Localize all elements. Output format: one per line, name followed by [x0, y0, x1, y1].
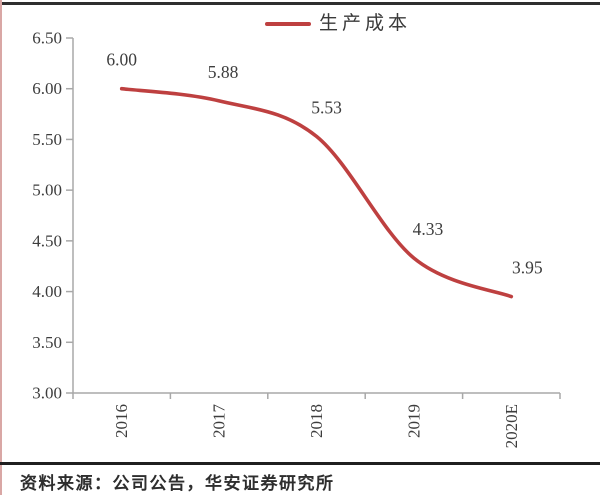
x-axis-label: 2020E — [502, 404, 521, 448]
y-axis-label: 4.50 — [32, 231, 62, 250]
series-line — [119, 86, 514, 299]
data-label: 5.53 — [311, 97, 342, 117]
y-axis-label: 4.00 — [32, 282, 62, 301]
y-axis-label: 3.50 — [32, 333, 62, 352]
y-axis-label: 6.50 — [32, 29, 62, 48]
source-note: 资料来源：公司公告，华安证券研究所 — [20, 474, 335, 493]
legend-line-swatch — [265, 22, 311, 26]
x-axis-label: 2016 — [112, 404, 131, 438]
y-axis-label: 6.00 — [32, 79, 62, 98]
y-axis-label: 3.00 — [32, 384, 62, 403]
chart-legend: 生产成本 — [265, 13, 411, 35]
y-axis-label: 5.00 — [32, 181, 62, 200]
x-axis-label: 2018 — [307, 404, 326, 438]
top-divider — [0, 2, 600, 5]
data-label: 4.33 — [413, 219, 444, 239]
bottom-divider — [0, 462, 600, 465]
left-accent-line — [0, 0, 2, 495]
data-label: 6.00 — [106, 50, 137, 70]
y-axis-label: 5.50 — [32, 130, 62, 149]
x-axis-label: 2017 — [210, 404, 229, 439]
legend-label: 生产成本 — [319, 13, 412, 34]
x-axis-label: 2019 — [404, 404, 423, 438]
data-label: 5.88 — [208, 62, 239, 82]
line-chart: 6.50 6.00 5.50 5.00 4.50 4.00 3.50 3.00 2016 2017… — [32, 29, 561, 448]
data-label: 3.95 — [512, 258, 543, 278]
